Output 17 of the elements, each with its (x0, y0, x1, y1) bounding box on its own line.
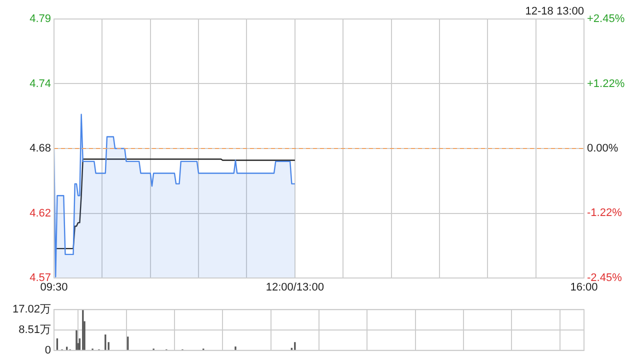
y-tick-label: 17.02万 (12, 304, 51, 316)
y2-tick-label: +1.22% (587, 78, 625, 90)
y-tick-label: 4.57 (30, 272, 51, 284)
y2-tick-label: 0.00% (587, 142, 618, 155)
y-tick-label: 4.74 (30, 78, 51, 90)
y2-tick-label: +2.45% (587, 13, 625, 26)
text: 12-18 13:00 (525, 6, 584, 18)
x-tick-label: 16:00 (570, 282, 598, 294)
y2-tick-label: -2.45% (587, 272, 622, 284)
x-tick-label: 09:30 (40, 282, 68, 294)
y-tick-label: 8.51万 (18, 324, 51, 336)
y-tick-label: 4.68 (30, 142, 51, 155)
y2-tick-label: -1.22% (587, 207, 622, 220)
x-tick-label: 12:00/13:00 (266, 282, 324, 294)
y-tick-label: 4.62 (30, 207, 51, 220)
y-tick-label: 0 (44, 344, 51, 356)
y-tick-label: 4.79 (30, 13, 51, 26)
